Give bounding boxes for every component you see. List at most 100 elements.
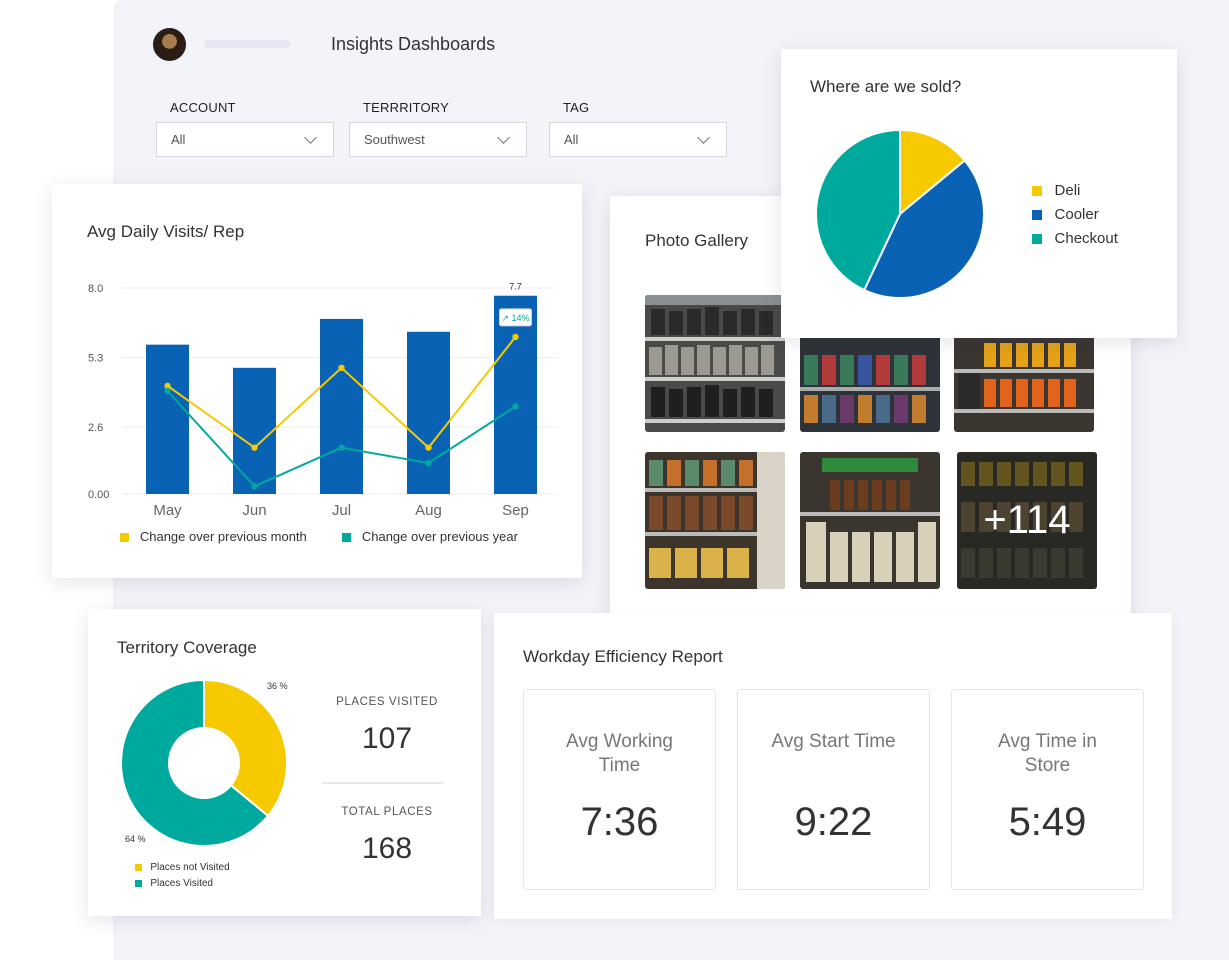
legend-label: Places Visited (150, 878, 213, 889)
photo-gallery-title: Photo Gallery (645, 231, 748, 250)
total-places-block: TOTAL PLACES 168 (322, 806, 452, 866)
legend-swatch (1032, 186, 1042, 197)
visits-legend-year: Change over previous year (342, 529, 518, 544)
y-tick-label: 2.6 (88, 422, 103, 434)
legend-item-checkout: Checkout (1032, 227, 1118, 251)
y-tick-label: 8.0 (88, 283, 103, 295)
legend-swatch (1032, 210, 1042, 221)
workday-efficiency-title: Workday Efficiency Report (523, 647, 723, 666)
x-tick-label: Aug (415, 502, 442, 519)
divider (322, 782, 444, 784)
series-point (164, 387, 171, 395)
legend-label: Change over previous year (361, 529, 518, 544)
x-tick-label: Sep (502, 502, 529, 519)
legend-item-cooler: Cooler (1032, 203, 1118, 227)
account-filter: ACCOUNT All (156, 100, 334, 157)
legend-swatch (120, 533, 129, 543)
bar-jun (233, 367, 276, 494)
places-visited-label: PLACES VISITED (336, 696, 438, 708)
legend-label: Cooler (1054, 206, 1099, 223)
stat-avg-start-time: Avg Start Time 9:22 (737, 689, 930, 890)
gallery-more-count: +114 (983, 498, 1071, 542)
avg-visits-title: Avg Daily Visits/ Rep (87, 222, 245, 241)
series-point (338, 364, 345, 372)
series-point (425, 444, 432, 451)
tag-select[interactable]: All (549, 122, 727, 157)
stat-label: Avg Start Time (771, 731, 896, 752)
x-tick-label: May (153, 502, 182, 519)
territory-filter-label: TERRRITORY (363, 100, 450, 115)
territory-select-value: Southwest (364, 132, 425, 147)
gallery-photo[interactable] (800, 452, 940, 589)
y-tick-label: 5.3 (88, 353, 103, 365)
where-sold-legend: Deli Cooler Checkout (1032, 179, 1118, 251)
legend-item-not-visited: Places not Visited (135, 860, 230, 876)
gallery-more-photos[interactable]: +114 (957, 452, 1097, 589)
donut-slice (203, 678, 288, 818)
stat-label: Avg Time in Store (998, 731, 1097, 776)
bar-may (146, 344, 189, 494)
territory-coverage-donut: 36 % 64 % (120, 678, 288, 847)
tag-select-value: All (564, 132, 579, 147)
series-point (338, 444, 345, 451)
x-tick-label: Jul (332, 502, 351, 519)
places-visited-value: 107 (361, 722, 413, 755)
chevron-down-icon (497, 130, 510, 144)
total-places-label: TOTAL PLACES (341, 806, 433, 818)
callout-label: ↗ 14% (501, 313, 529, 323)
avg-visits-card: Avg Daily Visits/ Rep 0.00 2.6 5.3 8.0 May Ju… (52, 184, 582, 578)
legend-label: Places not Visited (150, 862, 230, 873)
pie-slice-cooler (862, 159, 985, 299)
page-title: Insights Dashboards (331, 33, 496, 54)
territory-select[interactable]: Southwest (349, 122, 527, 157)
stat-label: Avg Working Time (565, 731, 673, 776)
stat-value: 7:36 (580, 800, 659, 844)
page-header: Insights Dashboards (153, 27, 495, 61)
where-sold-card: Where are we sold? Deli Cooler Checkout (781, 49, 1177, 338)
series-point (425, 459, 432, 467)
callout-box (499, 308, 532, 327)
pie-slice-deli (899, 129, 967, 217)
avg-visits-chart: 0.00 2.6 5.3 8.0 May Jun Jul Aug Sep 7.7 ↗ 14% (88, 282, 557, 519)
legend-swatch (135, 863, 142, 871)
chevron-down-icon (304, 130, 317, 144)
legend-label: Deli (1054, 182, 1081, 199)
bar-aug (407, 331, 450, 494)
legend-item-visited: Places Visited (135, 876, 230, 892)
series-point (251, 444, 258, 451)
donut-slice (120, 678, 270, 847)
visits-legend-month: Change over previous month (120, 529, 307, 544)
total-places-value: 168 (361, 832, 413, 865)
legend-swatch (342, 533, 351, 543)
x-tick-label: Jun (242, 502, 266, 519)
legend-swatch (135, 879, 142, 887)
legend-label: Checkout (1054, 230, 1118, 247)
legend-item-deli: Deli (1032, 179, 1118, 203)
pie-slice-checkout (815, 129, 901, 292)
series-point (512, 403, 519, 410)
bar-sep (494, 295, 537, 494)
y-tick-label: 0.00 (88, 489, 109, 501)
where-sold-pie-chart (815, 129, 985, 299)
gallery-photo[interactable] (645, 452, 785, 589)
territory-coverage-card: Territory Coverage 36 % 64 % Places not V… (88, 609, 481, 916)
account-select-value: All (171, 132, 186, 147)
chevron-down-icon (697, 130, 710, 144)
territory-filter: TERRRITORY Southwest (349, 100, 527, 157)
coverage-legend: Places not Visited Places Visited (135, 860, 230, 892)
legend-swatch (1032, 234, 1042, 245)
series-point (251, 483, 258, 490)
stat-avg-working-time: Avg Working Time 7:36 (523, 689, 716, 890)
tag-filter-label: TAG (563, 100, 590, 115)
account-select[interactable]: All (156, 122, 334, 157)
tag-filter: TAG All (549, 100, 727, 157)
bar-jul (320, 318, 363, 494)
stat-avg-time-in-store: Avg Time in Store 5:49 (951, 689, 1144, 890)
legend-label: Change over previous month (139, 529, 307, 544)
series-point (164, 382, 171, 390)
series-point (512, 333, 519, 341)
user-name-placeholder (204, 40, 290, 48)
gallery-photo[interactable] (645, 295, 785, 432)
avatar[interactable] (153, 27, 186, 61)
territory-coverage-title: Territory Coverage (117, 638, 257, 657)
